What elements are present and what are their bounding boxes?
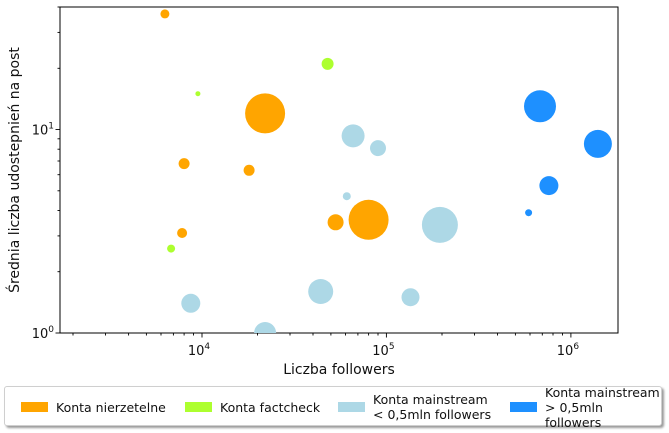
legend-swatch xyxy=(185,402,212,412)
x-tick-label-3: 106 xyxy=(557,342,580,359)
y-tick-label-2: 101 xyxy=(32,122,54,139)
bubble-series-3-point-2 xyxy=(370,140,386,157)
legend-item-3: Konta mainstream < 0,5mln followers xyxy=(338,387,491,427)
scatter-chart: 104 105 106 100 101 Liczba followers Średnia… xyxy=(5,6,619,378)
bubble-series-3-point-5 xyxy=(308,279,334,304)
legend: Konta nierzetelne Konta factcheck Konta ma… xyxy=(4,384,662,430)
bubble-series-3-point-3 xyxy=(342,192,351,201)
bubble-series-3-point-1 xyxy=(341,124,365,148)
y-tick-label-1: 100 xyxy=(32,325,55,342)
bubble-series-3-point-6 xyxy=(181,293,201,313)
plot-frame xyxy=(59,6,619,334)
legend-swatch xyxy=(510,402,537,412)
bubble-series-4-point-4 xyxy=(525,209,533,217)
bubble-series-2-point-1 xyxy=(321,57,334,70)
legend-item-1: Konta nierzetelne xyxy=(21,387,166,427)
bubble-series-3-point-8 xyxy=(254,322,277,333)
legend-label: Konta mainstream > 0,5mln followers xyxy=(545,384,660,430)
bubble-series-1-point-6 xyxy=(327,214,344,231)
bubble-series-1-point-4 xyxy=(243,164,255,176)
bubble-series-1-point-2 xyxy=(178,158,190,170)
legend-label: Konta mainstream < 0,5mln followers xyxy=(373,392,492,422)
bubble-series-2-point-3 xyxy=(167,244,176,253)
bubble-series-4-point-2 xyxy=(583,129,612,158)
legend-swatch xyxy=(338,402,365,412)
legend-item-2: Konta factcheck xyxy=(185,387,320,427)
bubble-series-1-point-3 xyxy=(177,228,188,238)
legend-swatch xyxy=(21,402,48,412)
axis-ticks: 104 105 106 100 101 xyxy=(32,6,580,359)
x-axis-label: Liczba followers xyxy=(283,362,395,378)
bubble-series-4-point-1 xyxy=(524,90,556,123)
bubble-series-1-point-1 xyxy=(160,9,170,19)
bubble-series-3-point-4 xyxy=(421,206,458,243)
bubble-series-2-point-2 xyxy=(195,91,201,97)
y-axis-label: Średnia liczba udostepnień na post xyxy=(5,47,23,293)
x-tick-label-1: 104 xyxy=(188,342,211,359)
x-tick-label-2: 105 xyxy=(372,342,394,359)
legend-item-4: Konta mainstream > 0,5mln followers xyxy=(510,384,661,430)
bubble-series-4-point-3 xyxy=(539,176,559,196)
bubble-series-3-point-7 xyxy=(401,288,420,307)
legend-label: Konta nierzetelne xyxy=(56,399,166,415)
bubble-series-1-point-7 xyxy=(348,199,389,240)
bubble-series-1-point-5 xyxy=(245,93,286,134)
legend-label: Konta factcheck xyxy=(220,399,321,415)
bubbles xyxy=(160,9,612,333)
